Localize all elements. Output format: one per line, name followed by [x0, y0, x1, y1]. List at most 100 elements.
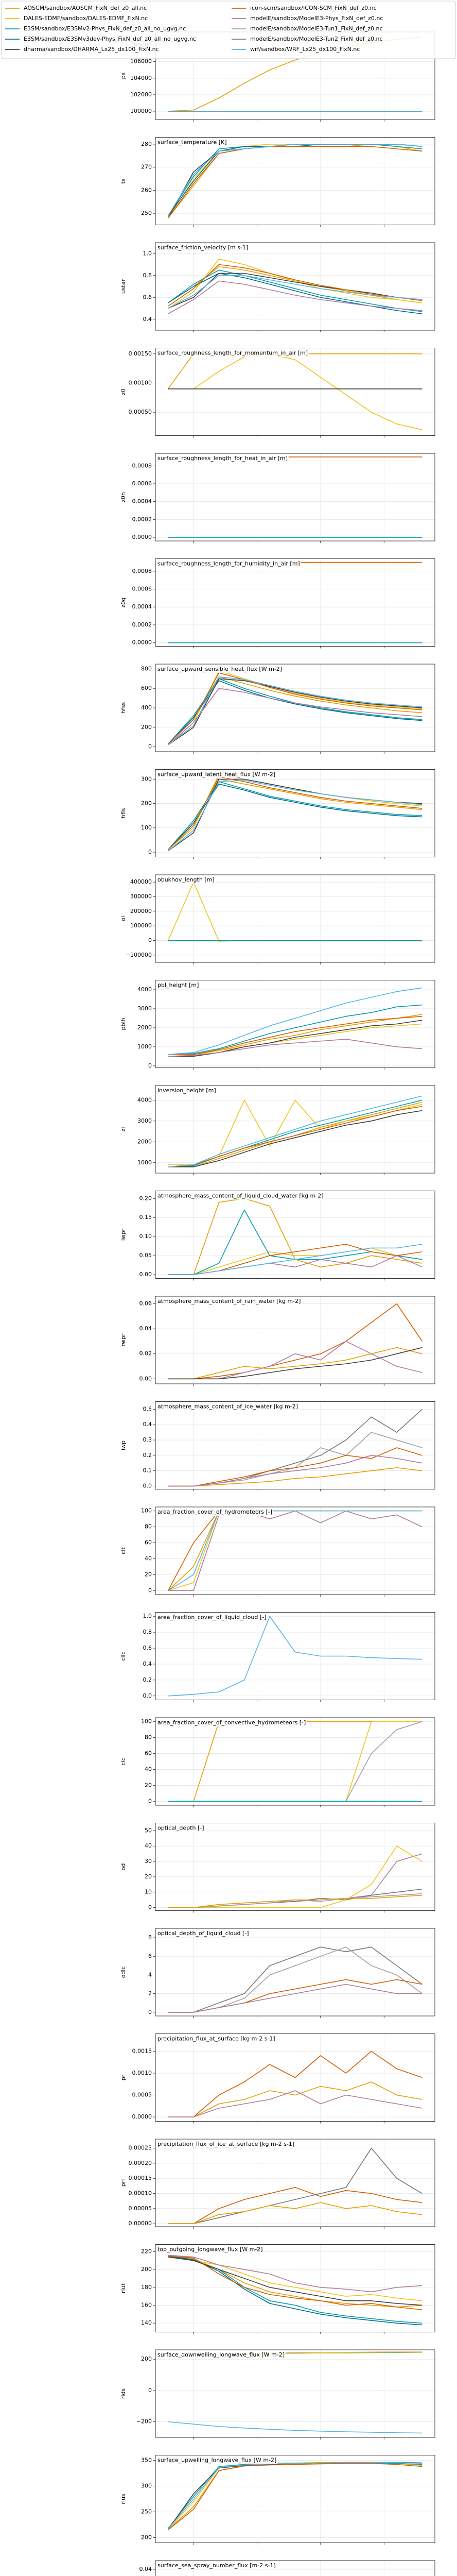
y-tick-label: 0.0006	[132, 480, 152, 487]
y-tick-label: 0	[148, 1904, 152, 1911]
panel-title: obukhov_length [m]	[157, 876, 215, 883]
series-line	[168, 1616, 423, 1697]
panel: 250 260 270 280 surface_temperature [K] ts	[120, 137, 435, 227]
panel: 0.00000 0.00005 0.00010 0.00015 0.00020 0.000…	[120, 2139, 435, 2229]
title-background	[156, 138, 228, 146]
y-axis-label: pri	[120, 2179, 127, 2187]
y-tick-label: 0.00015	[129, 2175, 152, 2181]
y-tick-label: 0	[148, 2387, 152, 2394]
y-tick-label: 0.0006	[132, 585, 152, 592]
y-tick-label: 0.0000	[132, 639, 152, 646]
panel-title: surface_upwelling_longwave_flux [W m-2]	[157, 2457, 276, 2464]
y-axis-label: lwpr	[120, 1228, 127, 1241]
series-line	[168, 2256, 423, 2310]
y-tick-label: 140	[141, 2319, 152, 2326]
series-group	[168, 259, 423, 314]
y-tick-label: −100000	[126, 952, 152, 958]
panel: 1000 2000 3000 4000 inversion_height [m] zi	[120, 1085, 435, 1175]
series-line	[168, 1984, 423, 2013]
series-line	[168, 273, 423, 314]
series-line	[168, 1004, 423, 1055]
y-tick-label: 280	[141, 141, 152, 147]
y-tick-label: 0.06	[139, 1300, 152, 1307]
series-group	[167, 1510, 423, 1591]
panel-title: surface_downwelling_longwave_flux [W m-2…	[157, 2351, 285, 2358]
y-tick-label: 1.0	[143, 1613, 152, 1619]
panel-title: area_fraction_cover_of_hydrometeors [-]	[157, 1509, 272, 1515]
series-line	[168, 1467, 423, 1487]
y-tick-label: 0.04	[139, 2566, 152, 2572]
axes-frame	[155, 137, 435, 225]
title-background	[156, 770, 277, 778]
series-group	[168, 1409, 423, 1487]
y-tick-label: 220	[141, 2248, 152, 2255]
series-group	[168, 670, 423, 745]
y-tick-label: 0.00020	[129, 2160, 152, 2166]
title-background	[156, 1402, 299, 1411]
panel: 0 20 40 60 80 100 area_fraction_cover_of_conve…	[120, 1717, 435, 1807]
legend-label: E3SM/sandbox/E3SMv3dev-Phys_FixN_def_z0_…	[24, 36, 196, 42]
y-tick-label: 0	[148, 2009, 152, 2015]
series-group	[168, 2255, 423, 2326]
y-axis-label: z0h	[120, 492, 127, 502]
series-line	[168, 2421, 423, 2434]
series-line	[168, 1347, 423, 1380]
panel: 0.0000 0.0005 0.0010 0.0015 precipitation_fl…	[120, 2033, 435, 2124]
panel-title: pbl_height [m]	[157, 982, 199, 989]
y-tick-label: 1000	[137, 1043, 152, 1050]
axes-frame	[155, 874, 435, 963]
y-tick-label: 0	[148, 1798, 152, 1804]
series-line	[168, 1894, 423, 1908]
y-tick-label: 300	[141, 2483, 152, 2489]
legend-label: modelE/sandbox/ModelE3-Tun1_FixN_def_z0.…	[250, 25, 383, 32]
series-line	[168, 2463, 423, 2531]
panel: 051015−0.04−0.020.000.020.04surface_sea_…	[139, 2560, 435, 2576]
series-line	[168, 781, 423, 850]
y-axis-label: zi	[120, 1127, 127, 1132]
y-tick-label: 1000	[137, 1159, 152, 1166]
axes-frame	[155, 2349, 435, 2438]
y-tick-label: 0.4	[143, 316, 152, 323]
y-tick-label: 80	[145, 1523, 152, 1530]
y-tick-label: 0.5	[143, 1405, 152, 1412]
series-line	[168, 275, 423, 309]
legend: AOSCM/sandbox/AOSCM_FixN_def_z0_all.nc DA…	[1, 1, 456, 59]
title-background	[156, 1297, 302, 1305]
y-tick-label: 0.20	[139, 1195, 152, 1201]
title-background	[156, 2140, 296, 2148]
y-tick-label: 0	[148, 1587, 152, 1594]
panel-title: surface_friction_velocity [m s-1]	[157, 244, 248, 251]
series-line	[168, 1845, 423, 1908]
y-axis-label: z0	[120, 388, 127, 395]
panel-title: atmosphere_mass_content_of_ice_water [kg…	[157, 1403, 298, 1410]
axes-frame	[155, 2455, 435, 2543]
panel-title: surface_temperature [K]	[157, 139, 227, 146]
y-tick-label: 10	[145, 1889, 152, 1895]
title-background	[156, 349, 309, 357]
y-tick-label: 260	[141, 187, 152, 193]
legend-label: icon-scm/sandbox/ICON-SCM_FixN_def_z0.nc	[250, 5, 377, 11]
y-tick-label: 0.2	[143, 1676, 152, 1683]
axes-frame	[155, 980, 435, 1068]
y-axis-label: ustar	[120, 279, 127, 294]
series-line	[168, 273, 423, 309]
y-tick-label: 0.00	[139, 1375, 152, 1382]
y-tick-label: 300	[141, 775, 152, 782]
y-axis-label: clc	[120, 1757, 127, 1765]
panel-title: atmosphere_mass_content_of_rain_water [k…	[157, 1298, 301, 1304]
y-tick-label: 0	[148, 937, 152, 944]
y-tick-label: 40	[145, 1766, 152, 1772]
y-tick-label: 0.0002	[132, 621, 152, 628]
panel: 200 250 300 350 surface_upwelling_longwave_f…	[120, 2455, 435, 2545]
y-tick-label: 20	[145, 1873, 152, 1880]
axes-frame	[155, 2560, 435, 2576]
y-tick-label: 0.0015	[132, 2048, 152, 2055]
legend-label: dharma/sandbox/DHARMA_Lx25_dx100_FixN.nc	[24, 46, 159, 53]
legend-box	[1, 1, 456, 59]
series-line	[168, 353, 423, 430]
y-tick-label: 200	[141, 800, 152, 807]
panel-title: surface_upward_sensible_heat_flux [W m-2…	[157, 666, 282, 672]
series-line	[168, 1110, 423, 1167]
axes-frame	[155, 2244, 435, 2332]
y-tick-label: 0.0008	[132, 462, 152, 469]
